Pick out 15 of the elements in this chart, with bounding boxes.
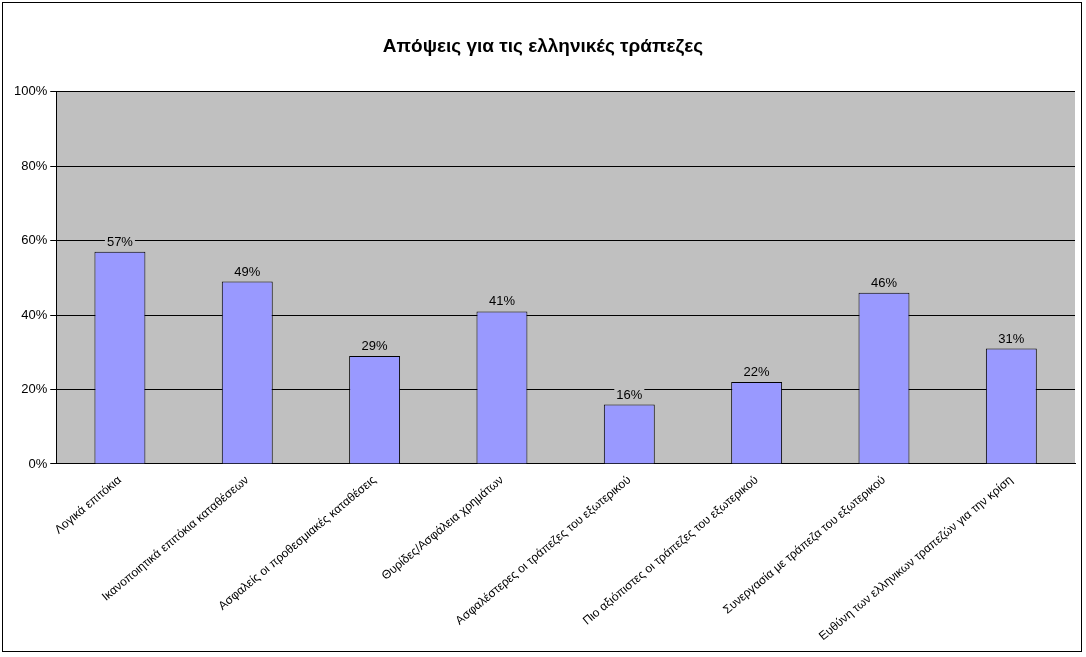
y-tick-label: 0% bbox=[28, 455, 48, 471]
y-tick-label: 80% bbox=[21, 157, 48, 173]
data-label: 49% bbox=[234, 263, 261, 279]
y-tick-label: 100% bbox=[14, 83, 48, 99]
chart-title: Απόψεις για τις ελληνικές τράπεζες bbox=[382, 34, 704, 57]
data-label: 57% bbox=[106, 233, 134, 249]
y-tick-label: 60% bbox=[21, 232, 48, 248]
data-label: 29% bbox=[361, 338, 389, 354]
y-tick-label: 40% bbox=[21, 306, 48, 322]
data-label: 41% bbox=[488, 293, 516, 309]
data-label: 46% bbox=[870, 274, 898, 290]
data-label: 31% bbox=[998, 330, 1025, 346]
y-tick-label: 20% bbox=[21, 381, 48, 397]
data-label: 22% bbox=[743, 364, 771, 380]
data-label: 16% bbox=[616, 386, 643, 402]
